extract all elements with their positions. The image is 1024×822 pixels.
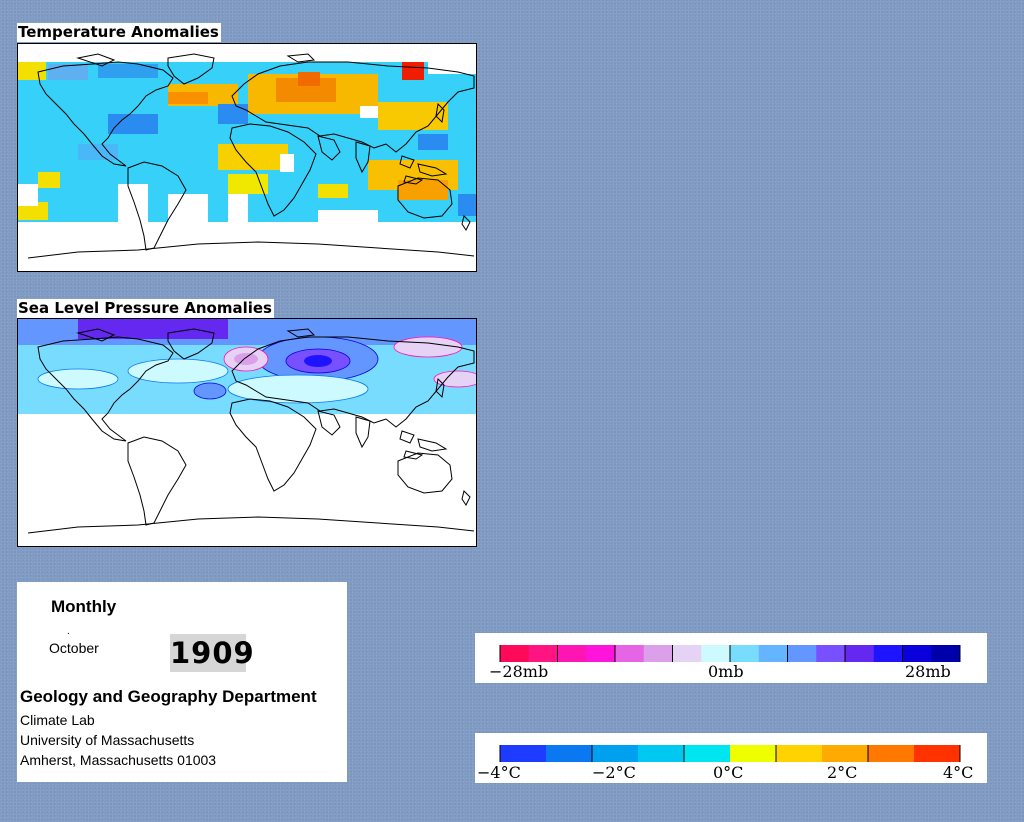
frequency-label: Monthly xyxy=(51,597,117,616)
pressure-legend-swatch xyxy=(615,645,645,662)
address: Amherst, Massachusetts 01003 xyxy=(20,752,217,768)
pressure-legend-swatch xyxy=(730,645,760,662)
pressure-panel-title: Sea Level Pressure Anomalies xyxy=(17,299,274,318)
temperature-legend-swatch xyxy=(776,745,823,762)
temperature-tick-label-3: 2°C xyxy=(827,763,857,782)
temperature-anomaly-map xyxy=(17,43,477,272)
temperature-legend-swatch xyxy=(868,745,915,762)
pressure-legend-swatch xyxy=(586,645,616,662)
temperature-tick-label-2: 0°C xyxy=(713,763,743,782)
pressure-legend-swatch xyxy=(787,645,817,662)
pressure-tick-label-min: −28mb xyxy=(489,662,548,681)
pressure-legend: −28mb 0mb 28mb xyxy=(475,633,987,683)
temperature-legend-swatch xyxy=(546,745,593,762)
month-marker: . xyxy=(67,626,70,637)
temperature-legend-swatch xyxy=(730,745,777,762)
pressure-tick-label-zero: 0mb xyxy=(708,662,744,681)
temperature-panel-title: Temperature Anomalies xyxy=(17,23,221,42)
pressure-legend-swatch xyxy=(500,645,530,662)
pressure-legend-swatch xyxy=(701,645,731,662)
pressure-tick-label-max: 28mb xyxy=(905,662,951,681)
temperature-tick-label-0: −4°C xyxy=(477,763,521,782)
temperature-tick-label-1: −2°C xyxy=(592,763,636,782)
temperature-legend-swatch xyxy=(914,745,961,762)
pressure-legend-swatch xyxy=(816,645,846,662)
pressure-legend-swatch xyxy=(873,645,903,662)
pressure-legend-swatch xyxy=(902,645,932,662)
university-name: University of Massachusetts xyxy=(20,732,195,748)
month-label: October xyxy=(49,640,99,656)
department-name: Geology and Geography Department xyxy=(20,687,317,706)
pressure-legend-swatch xyxy=(557,645,587,662)
pressure-anomaly-map xyxy=(17,318,477,547)
pressure-legend-swatch xyxy=(931,645,961,662)
pressure-legend-swatch xyxy=(672,645,702,662)
temperature-legend-swatch xyxy=(592,745,639,762)
temperature-tick-label-4: 4°C xyxy=(943,763,973,782)
pressure-legend-swatch xyxy=(758,645,788,662)
pressure-legend-swatch xyxy=(528,645,558,662)
temperature-legend-swatch xyxy=(638,745,685,762)
pressure-legend-swatch xyxy=(845,645,875,662)
temperature-legend-swatch xyxy=(822,745,869,762)
temperature-legend: −4°C −2°C 0°C 2°C 4°C xyxy=(475,733,987,783)
year-display: 1909 xyxy=(170,634,255,672)
temperature-legend-swatch xyxy=(684,745,731,762)
pressure-legend-swatch xyxy=(643,645,673,662)
lab-name: Climate Lab xyxy=(20,712,95,728)
info-box: Monthly . October 1909 Geology and Geogr… xyxy=(17,582,347,782)
temperature-legend-swatch xyxy=(500,745,547,762)
